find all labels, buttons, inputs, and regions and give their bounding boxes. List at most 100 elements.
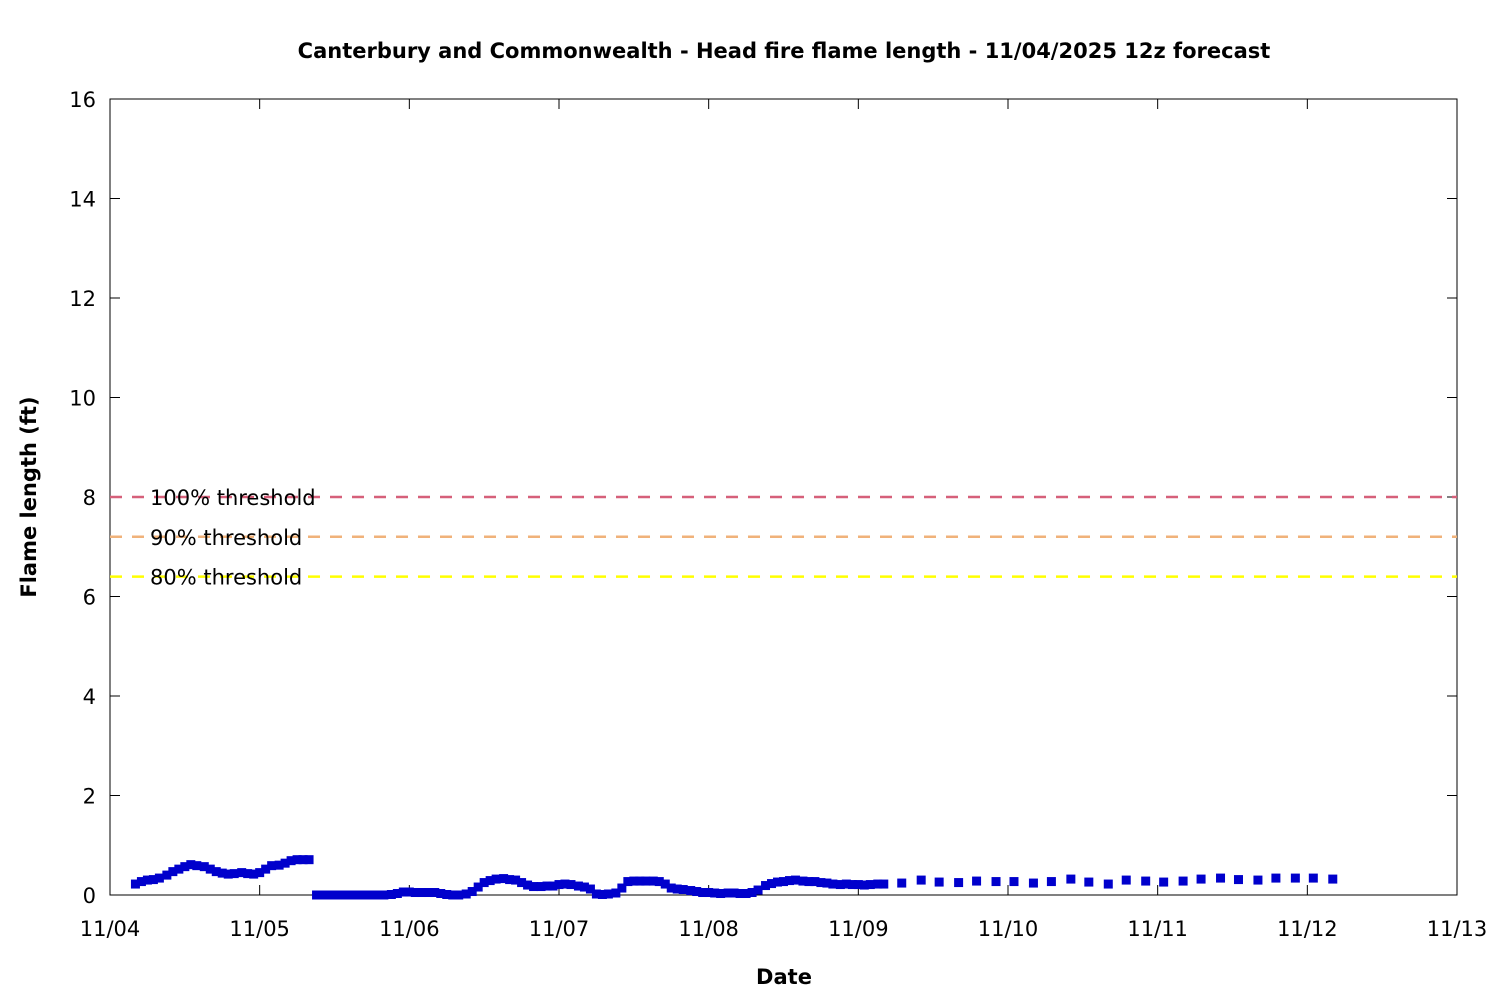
x-tick-label: 11/11 — [1127, 917, 1188, 941]
data-point — [148, 875, 158, 885]
data-point — [373, 890, 383, 900]
y-tick-label: 12 — [69, 287, 96, 311]
data-point — [199, 862, 209, 872]
data-point — [223, 869, 233, 879]
data-point — [136, 877, 146, 887]
data-point — [686, 886, 696, 896]
data-point — [879, 879, 889, 889]
data-point — [280, 858, 290, 868]
data-point — [491, 874, 501, 884]
data-point — [1271, 873, 1281, 883]
data-point — [274, 860, 284, 870]
data-point — [1328, 874, 1338, 884]
data-point — [897, 878, 907, 888]
data-point — [660, 879, 670, 889]
threshold-lines: 100% threshold 90% threshold 80% threshold — [110, 486, 1457, 590]
data-point — [692, 887, 702, 897]
data-point — [229, 869, 239, 879]
data-point — [617, 883, 627, 893]
data-point — [379, 890, 389, 900]
data-point — [704, 888, 714, 898]
data-point — [635, 876, 645, 886]
data-point — [523, 880, 533, 890]
data-point — [392, 889, 402, 899]
x-tick-label: 11/04 — [80, 917, 141, 941]
data-point — [678, 885, 688, 895]
data-point — [603, 889, 613, 899]
data-point — [1308, 873, 1318, 883]
data-point — [479, 878, 489, 888]
threshold-label: 90% threshold — [150, 526, 302, 550]
data-point — [790, 875, 800, 885]
data-point — [954, 878, 964, 888]
data-point — [454, 890, 464, 900]
data-point — [741, 889, 751, 899]
data-point — [261, 864, 271, 874]
data-point — [934, 877, 944, 887]
data-point — [648, 876, 658, 886]
data-point — [361, 890, 371, 900]
data-point — [461, 889, 471, 899]
data-point — [436, 889, 446, 899]
x-tick-label: 11/07 — [529, 917, 590, 941]
data-point — [698, 888, 708, 898]
data-point — [430, 888, 440, 898]
data-point — [729, 888, 739, 898]
data-point — [386, 890, 396, 900]
data-point — [335, 890, 345, 900]
data-point — [753, 885, 763, 895]
y-tick-label: 2 — [83, 785, 96, 809]
data-point — [591, 889, 601, 899]
data-point — [654, 877, 664, 887]
data-point — [828, 879, 838, 889]
data-point — [859, 880, 869, 890]
data-point — [841, 879, 851, 889]
y-tick-label: 4 — [83, 685, 96, 709]
x-axis-ticks: 11/04 11/05 11/06 11/07 11/08 11/09 11/10 11/11… — [80, 99, 1487, 941]
data-point — [174, 864, 184, 874]
data-point — [286, 856, 296, 866]
x-tick-label: 11/12 — [1277, 917, 1338, 941]
data-point — [623, 877, 633, 887]
y-tick-label: 6 — [83, 586, 96, 610]
data-point — [467, 887, 477, 897]
data-point — [1290, 873, 1300, 883]
chart-title: Canterbury and Commonwealth - Head fire … — [298, 39, 1271, 63]
data-point — [629, 876, 639, 886]
data-point — [410, 888, 420, 898]
data-point — [747, 888, 757, 898]
data-point — [865, 880, 875, 890]
y-tick-label: 0 — [83, 884, 96, 908]
data-point — [573, 881, 583, 891]
data-point — [804, 877, 814, 887]
data-point — [499, 874, 509, 884]
data-point — [835, 880, 845, 890]
data-point — [162, 870, 172, 880]
data-point — [542, 881, 552, 891]
data-point — [237, 868, 247, 878]
data-point — [324, 890, 334, 900]
data-point — [186, 860, 196, 870]
data-point — [349, 890, 359, 900]
data-point — [192, 861, 202, 871]
data-point — [304, 855, 314, 865]
data-point — [853, 880, 863, 890]
x-tick-label: 11/10 — [978, 917, 1039, 941]
data-point — [597, 890, 607, 900]
data-point — [1009, 877, 1019, 887]
data-point — [1196, 874, 1206, 884]
data-point — [211, 867, 221, 877]
data-point — [666, 883, 676, 893]
threshold-label: 100% threshold — [150, 486, 316, 510]
data-point — [1178, 876, 1188, 886]
data-point — [243, 869, 253, 879]
y-tick-label: 14 — [69, 188, 96, 212]
data-point — [168, 867, 178, 877]
x-tick-label: 11/08 — [678, 917, 739, 941]
data-point — [318, 890, 328, 900]
data-point — [1233, 875, 1243, 885]
data-point — [735, 889, 745, 899]
data-point — [154, 873, 164, 883]
data-point — [292, 855, 302, 865]
